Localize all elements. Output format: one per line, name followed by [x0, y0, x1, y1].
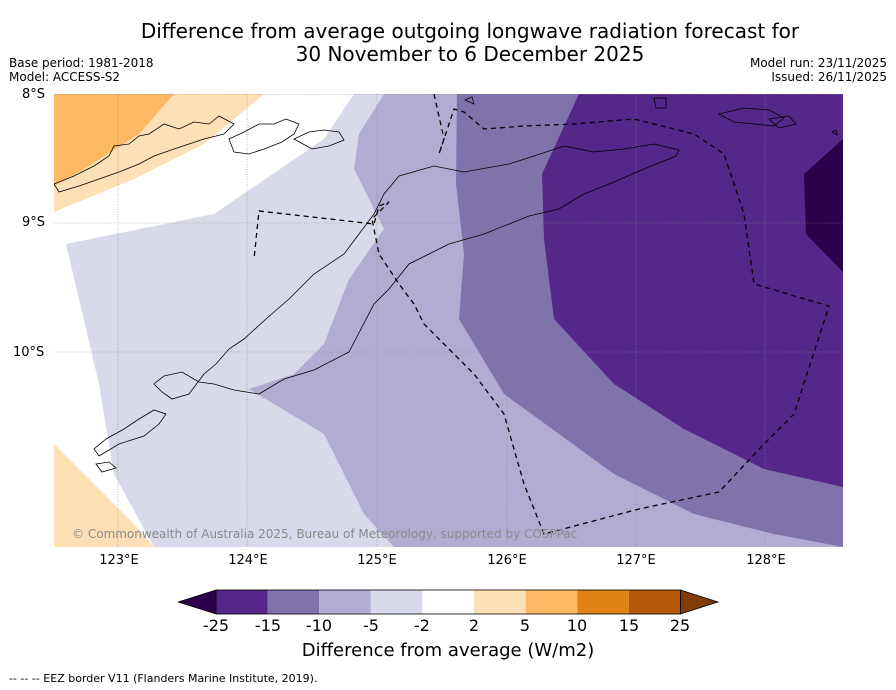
colorbar-tick-3: -10 [305, 616, 333, 635]
graticule [54, 94, 843, 547]
copyright-text: © Commonwealth of Australia 2025, Bureau… [72, 527, 578, 541]
lon-label-127e: 127°E [616, 553, 656, 568]
title-line-2: 30 November to 6 December 2025 [295, 42, 645, 66]
lat-label-9s: 9°S [22, 215, 46, 230]
colorbar-segment-9 [628, 590, 681, 614]
lat-label-10s: 10°S [13, 345, 45, 360]
colorbar-label: Difference from average (W/m2) [301, 640, 595, 661]
colorbar-tick-6: 2 [468, 616, 480, 635]
chart-title: Difference from average outgoing longwav… [0, 20, 896, 66]
colorbar-segment-4 [370, 590, 423, 614]
map-svg [54, 94, 843, 547]
colorbar-extend-right [679, 589, 720, 615]
meta-right: Model run: 23/11/2025 Issued: 26/11/2025 [750, 56, 887, 84]
flores-coastline [54, 115, 235, 193]
colorbar-tick-5: -2 [414, 616, 430, 635]
contour-plus2-bottom-region [54, 444, 154, 547]
issued-date: Issued: 26/11/2025 [771, 70, 887, 84]
colorbar-tick-1: -25 [202, 616, 230, 635]
footer-note: -- -- -- EEZ border V11 (Flanders Marine… [9, 672, 318, 685]
small-island-1 [653, 97, 667, 109]
lat-label-8s: 8°S [22, 87, 46, 102]
contour-plus5-region [54, 94, 174, 186]
sawu-island [95, 461, 117, 473]
colorbar-tick-10: 25 [669, 616, 691, 635]
base-period: Base period: 1981-2018 [9, 56, 154, 70]
colorbar-segment-1 [216, 590, 268, 614]
colorbar-segment-5 [422, 590, 474, 614]
contour-minus25-region [542, 94, 843, 487]
lon-label-126e: 126°E [487, 553, 527, 568]
colorbar-tick-8: 10 [566, 616, 588, 635]
colorbar-segment-8 [577, 590, 629, 614]
colorbar-extend-left [178, 589, 217, 615]
lon-label-125e: 125°E [357, 553, 397, 568]
colorbar-tick-2: -15 [254, 616, 282, 635]
island-group-top [228, 118, 300, 155]
tanimbar-islands [717, 107, 797, 129]
title-line-1: Difference from average outgoing longwav… [140, 19, 800, 43]
model-run: Model run: 23/11/2025 [749, 56, 887, 70]
lon-label-128e: 128°E [746, 553, 786, 568]
timor-coastline [153, 143, 680, 400]
colorbar-tick-4: -5 [363, 616, 379, 635]
lon-label-123e: 123°E [99, 553, 139, 568]
colorbar-segment-3 [319, 590, 371, 614]
meta-left: Base period: 1981-2018 Model: ACCESS-S2 [9, 56, 154, 84]
colorbar-tick-9: 15 [618, 616, 640, 635]
small-island-2 [464, 96, 838, 136]
eez-border [253, 94, 830, 535]
colorbar-segment-7 [525, 590, 578, 614]
colorbar-frame [215, 589, 681, 615]
model-name: Model: ACCESS-S2 [9, 70, 121, 84]
contour-extreme-region [804, 139, 843, 272]
colorbar-segment-2 [267, 590, 320, 614]
lon-label-124e: 124°E [228, 553, 268, 568]
wetar-island [293, 129, 345, 150]
colorbar-segment-6 [474, 590, 526, 614]
rote-island [93, 409, 167, 457]
map-panel [54, 94, 843, 547]
colorbar-tick-7: 5 [519, 616, 531, 635]
colorbar [178, 589, 720, 615]
